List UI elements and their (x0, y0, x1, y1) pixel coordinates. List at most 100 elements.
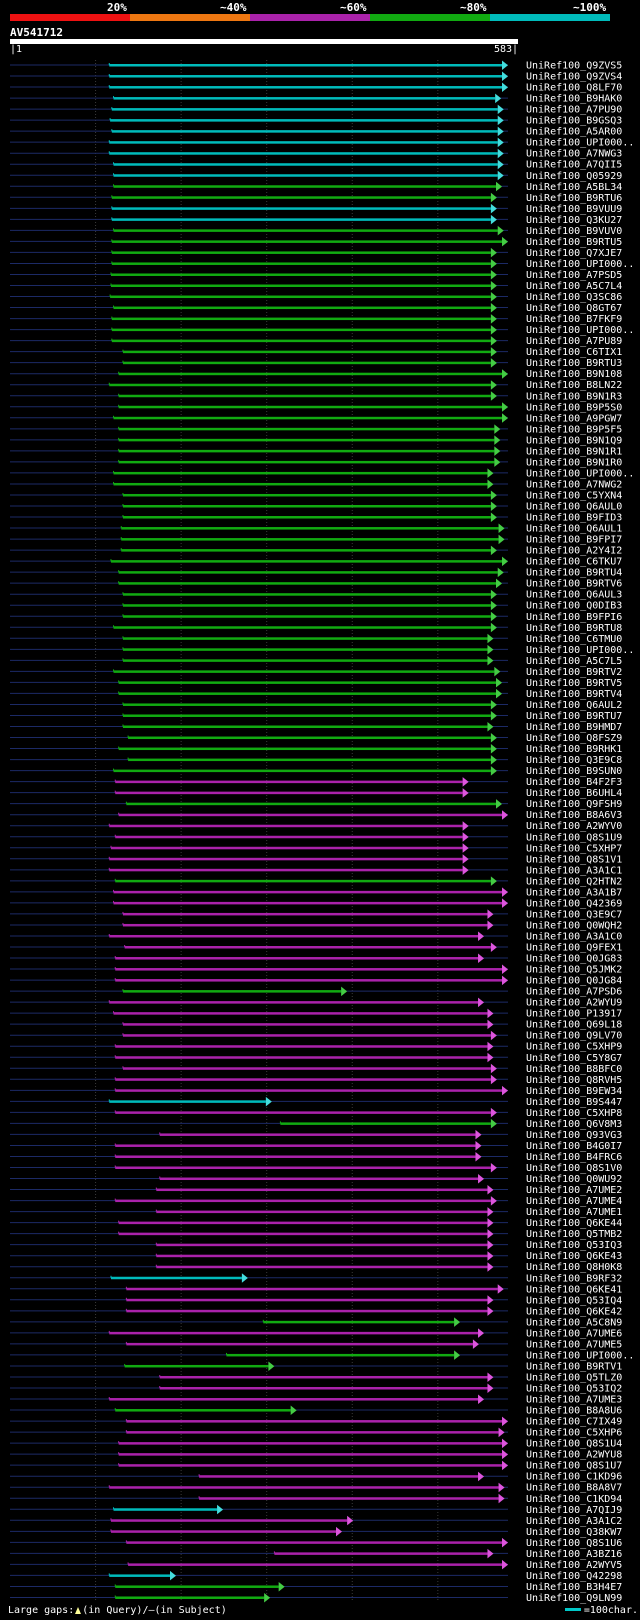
hit-label[interactable]: UniRef100_B9SUN0 (526, 766, 622, 777)
hit-row[interactable]: UniRef100_UPI000.. (10, 325, 634, 336)
hit-label[interactable]: UniRef100_C6TMU0 (526, 634, 622, 645)
hit-row[interactable]: UniRef100_Q8RVH5 (10, 1074, 622, 1086)
hit-row[interactable]: UniRef100_Q9LN99 (10, 1592, 622, 1604)
hit-label[interactable]: UniRef100_Q53IQ3 (526, 1240, 622, 1251)
hit-row[interactable]: UniRef100_A7NWG3 (10, 148, 622, 160)
hit-label[interactable]: UniRef100_A7PU89 (526, 336, 622, 347)
hit-label[interactable]: UniRef100_A7PSD6 (526, 987, 622, 998)
hit-label[interactable]: UniRef100_C5XHP8 (526, 1108, 622, 1119)
hit-row[interactable]: UniRef100_B9EW34 (10, 1085, 622, 1097)
hit-row[interactable]: UniRef100_Q3E9C8 (10, 755, 622, 766)
hit-label[interactable]: UniRef100_B8A8V7 (526, 1483, 622, 1494)
hit-label[interactable]: UniRef100_A5AR00 (526, 127, 622, 138)
hit-label[interactable]: UniRef100_A2Y4I2 (526, 546, 622, 557)
hit-label[interactable]: UniRef100_A5C7L5 (526, 656, 622, 667)
hit-row[interactable]: UniRef100_B3H4E7 (10, 1581, 622, 1593)
hit-label[interactable]: UniRef100_B9FPI7 (526, 535, 622, 546)
hit-row[interactable]: UniRef100_A7QII5 (10, 159, 622, 171)
hit-label[interactable]: UniRef100_A3A1C1 (526, 865, 622, 876)
hit-label[interactable]: UniRef100_A3A1C2 (526, 1516, 622, 1527)
hit-row[interactable]: UniRef100_B9RTU3 (10, 358, 622, 369)
hit-row[interactable]: UniRef100_B4G0I7 (10, 1140, 622, 1152)
hit-row[interactable]: UniRef100_Q8FSZ9 (10, 733, 622, 744)
hit-row[interactable]: UniRef100_UPI000.. (10, 1350, 634, 1361)
hit-label[interactable]: UniRef100_A2WYV0 (526, 821, 622, 832)
hit-label[interactable]: UniRef100_Q6AUL2 (526, 700, 622, 711)
hit-row[interactable]: UniRef100_B8A6V3 (10, 810, 622, 821)
hit-label[interactable]: UniRef100_Q8S1U4 (526, 1439, 622, 1450)
hit-label[interactable]: UniRef100_A3A1B7 (526, 887, 622, 898)
hit-label[interactable]: UniRef100_Q6KE41 (526, 1284, 622, 1295)
hit-row[interactable]: UniRef100_C5Y8G7 (10, 1052, 622, 1064)
hit-label[interactable]: UniRef100_B9RTU3 (526, 358, 622, 369)
hit-row[interactable]: UniRef100_B9RTU6 (10, 192, 622, 204)
hit-row[interactable]: UniRef100_Q0DIB3 (10, 600, 622, 612)
hit-row[interactable]: UniRef100_A2Y4I2 (10, 545, 622, 557)
hit-row[interactable]: UniRef100_B9RF32 (10, 1273, 622, 1284)
hit-row[interactable]: UniRef100_Q9FEX1 (10, 942, 622, 954)
hit-label[interactable]: UniRef100_Q0WQH2 (526, 920, 622, 931)
hit-row[interactable]: UniRef100_Q0WQH2 (10, 920, 622, 931)
hit-label[interactable]: UniRef100_Q8H0K8 (526, 1262, 622, 1273)
hit-label[interactable]: UniRef100_Q8GT67 (526, 303, 622, 314)
hit-label[interactable]: UniRef100_B8LN22 (526, 380, 622, 391)
hit-row[interactable]: UniRef100_Q5TLZ0 (10, 1372, 622, 1383)
hit-row[interactable]: UniRef100_A2WYU8 (10, 1449, 622, 1461)
hit-label[interactable]: UniRef100_Q6AUL0 (526, 502, 622, 513)
hit-row[interactable]: UniRef100_B4FRC6 (10, 1151, 622, 1163)
hit-row[interactable]: UniRef100_Q8H0K8 (10, 1262, 622, 1273)
hit-row[interactable]: UniRef100_A9PGW7 (10, 413, 622, 424)
hit-label[interactable]: UniRef100_Q0JG83 (526, 954, 622, 965)
hit-label[interactable]: UniRef100_B9N1Q9 (526, 435, 622, 446)
hit-row[interactable]: UniRef100_B9GSQ3 (10, 115, 622, 127)
hit-label[interactable]: UniRef100_B9N1R1 (526, 446, 622, 457)
hit-row[interactable]: UniRef100_B9RTV4 (10, 688, 622, 700)
hit-row[interactable]: UniRef100_B8BFC0 (10, 1063, 622, 1075)
hit-label[interactable]: UniRef100_Q9ZVS5 (526, 61, 622, 72)
hit-row[interactable]: UniRef100_Q8S1U7 (10, 1460, 622, 1472)
hit-label[interactable]: UniRef100_B8BFC0 (526, 1064, 622, 1075)
hit-label[interactable]: UniRef100_B9HMD7 (526, 722, 622, 733)
hit-row[interactable]: UniRef100_B9VUU9 (10, 203, 622, 215)
hit-row[interactable]: UniRef100_A3BZ16 (10, 1548, 622, 1560)
hit-row[interactable]: UniRef100_B9RTU8 (10, 622, 622, 634)
hit-label[interactable]: UniRef100_B9RTV5 (526, 678, 622, 689)
hit-row[interactable]: UniRef100_Q8LF70 (10, 82, 622, 94)
hit-row[interactable]: UniRef100_B9RTV1 (10, 1361, 622, 1372)
hit-row[interactable]: UniRef100_A2WYV5 (10, 1559, 622, 1571)
hit-row[interactable]: UniRef100_Q6KE43 (10, 1251, 622, 1262)
hit-row[interactable]: UniRef100_A7UME3 (10, 1394, 622, 1406)
hit-label[interactable]: UniRef100_A7PU90 (526, 105, 622, 116)
hit-label[interactable]: UniRef100_A9PGW7 (526, 413, 622, 424)
hit-label[interactable]: UniRef100_A7UME3 (526, 1395, 622, 1406)
hit-label[interactable]: UniRef100_A2WYU8 (526, 1450, 622, 1461)
hit-label[interactable]: UniRef100_A5C8N9 (526, 1317, 622, 1328)
hit-row[interactable]: UniRef100_A5AR00 (10, 127, 622, 138)
hit-label[interactable]: UniRef100_Q8LF70 (526, 83, 622, 94)
hit-row[interactable]: UniRef100_B9S447 (10, 1096, 622, 1108)
hit-label[interactable]: UniRef100_Q7XJE7 (526, 248, 622, 259)
hit-row[interactable]: UniRef100_Q5TMB2 (10, 1229, 622, 1240)
hit-row[interactable]: UniRef100_UPI000.. (10, 137, 634, 149)
hit-row[interactable]: UniRef100_B9N108 (10, 369, 622, 380)
hit-row[interactable]: UniRef100_Q6KE42 (10, 1306, 622, 1317)
hit-label[interactable]: UniRef100_C7IX49 (526, 1417, 622, 1428)
hit-label[interactable]: UniRef100_C6TKU7 (526, 557, 622, 568)
hit-row[interactable]: UniRef100_Q69L18 (10, 1019, 622, 1031)
hit-label[interactable]: UniRef100_B4F2F3 (526, 777, 622, 788)
hit-row[interactable]: UniRef100_A7UME5 (10, 1339, 622, 1350)
hit-label[interactable]: UniRef100_Q5TMB2 (526, 1229, 622, 1240)
hit-row[interactable]: UniRef100_C5YXN4 (10, 490, 622, 501)
hit-label[interactable]: UniRef100_Q9ZVS4 (526, 72, 622, 83)
hit-label[interactable]: UniRef100_A7UME1 (526, 1207, 622, 1218)
hit-row[interactable]: UniRef100_C5XHP9 (10, 1041, 622, 1053)
hit-row[interactable]: UniRef100_Q6AUL2 (10, 699, 622, 711)
hit-row[interactable]: UniRef100_B9N1R0 (10, 457, 622, 468)
hit-row[interactable]: UniRef100_A7PSD6 (10, 986, 622, 998)
hit-label[interactable]: UniRef100_B7FKF9 (526, 314, 622, 325)
hit-row[interactable]: UniRef100_A7PU90 (10, 104, 622, 116)
hit-label[interactable]: UniRef100_Q0WU92 (526, 1174, 622, 1185)
hit-row[interactable]: UniRef100_B9N1R1 (10, 446, 622, 457)
hit-label[interactable]: UniRef100_A7UME5 (526, 1339, 622, 1350)
hit-label[interactable]: UniRef100_B9P5F5 (526, 424, 622, 435)
